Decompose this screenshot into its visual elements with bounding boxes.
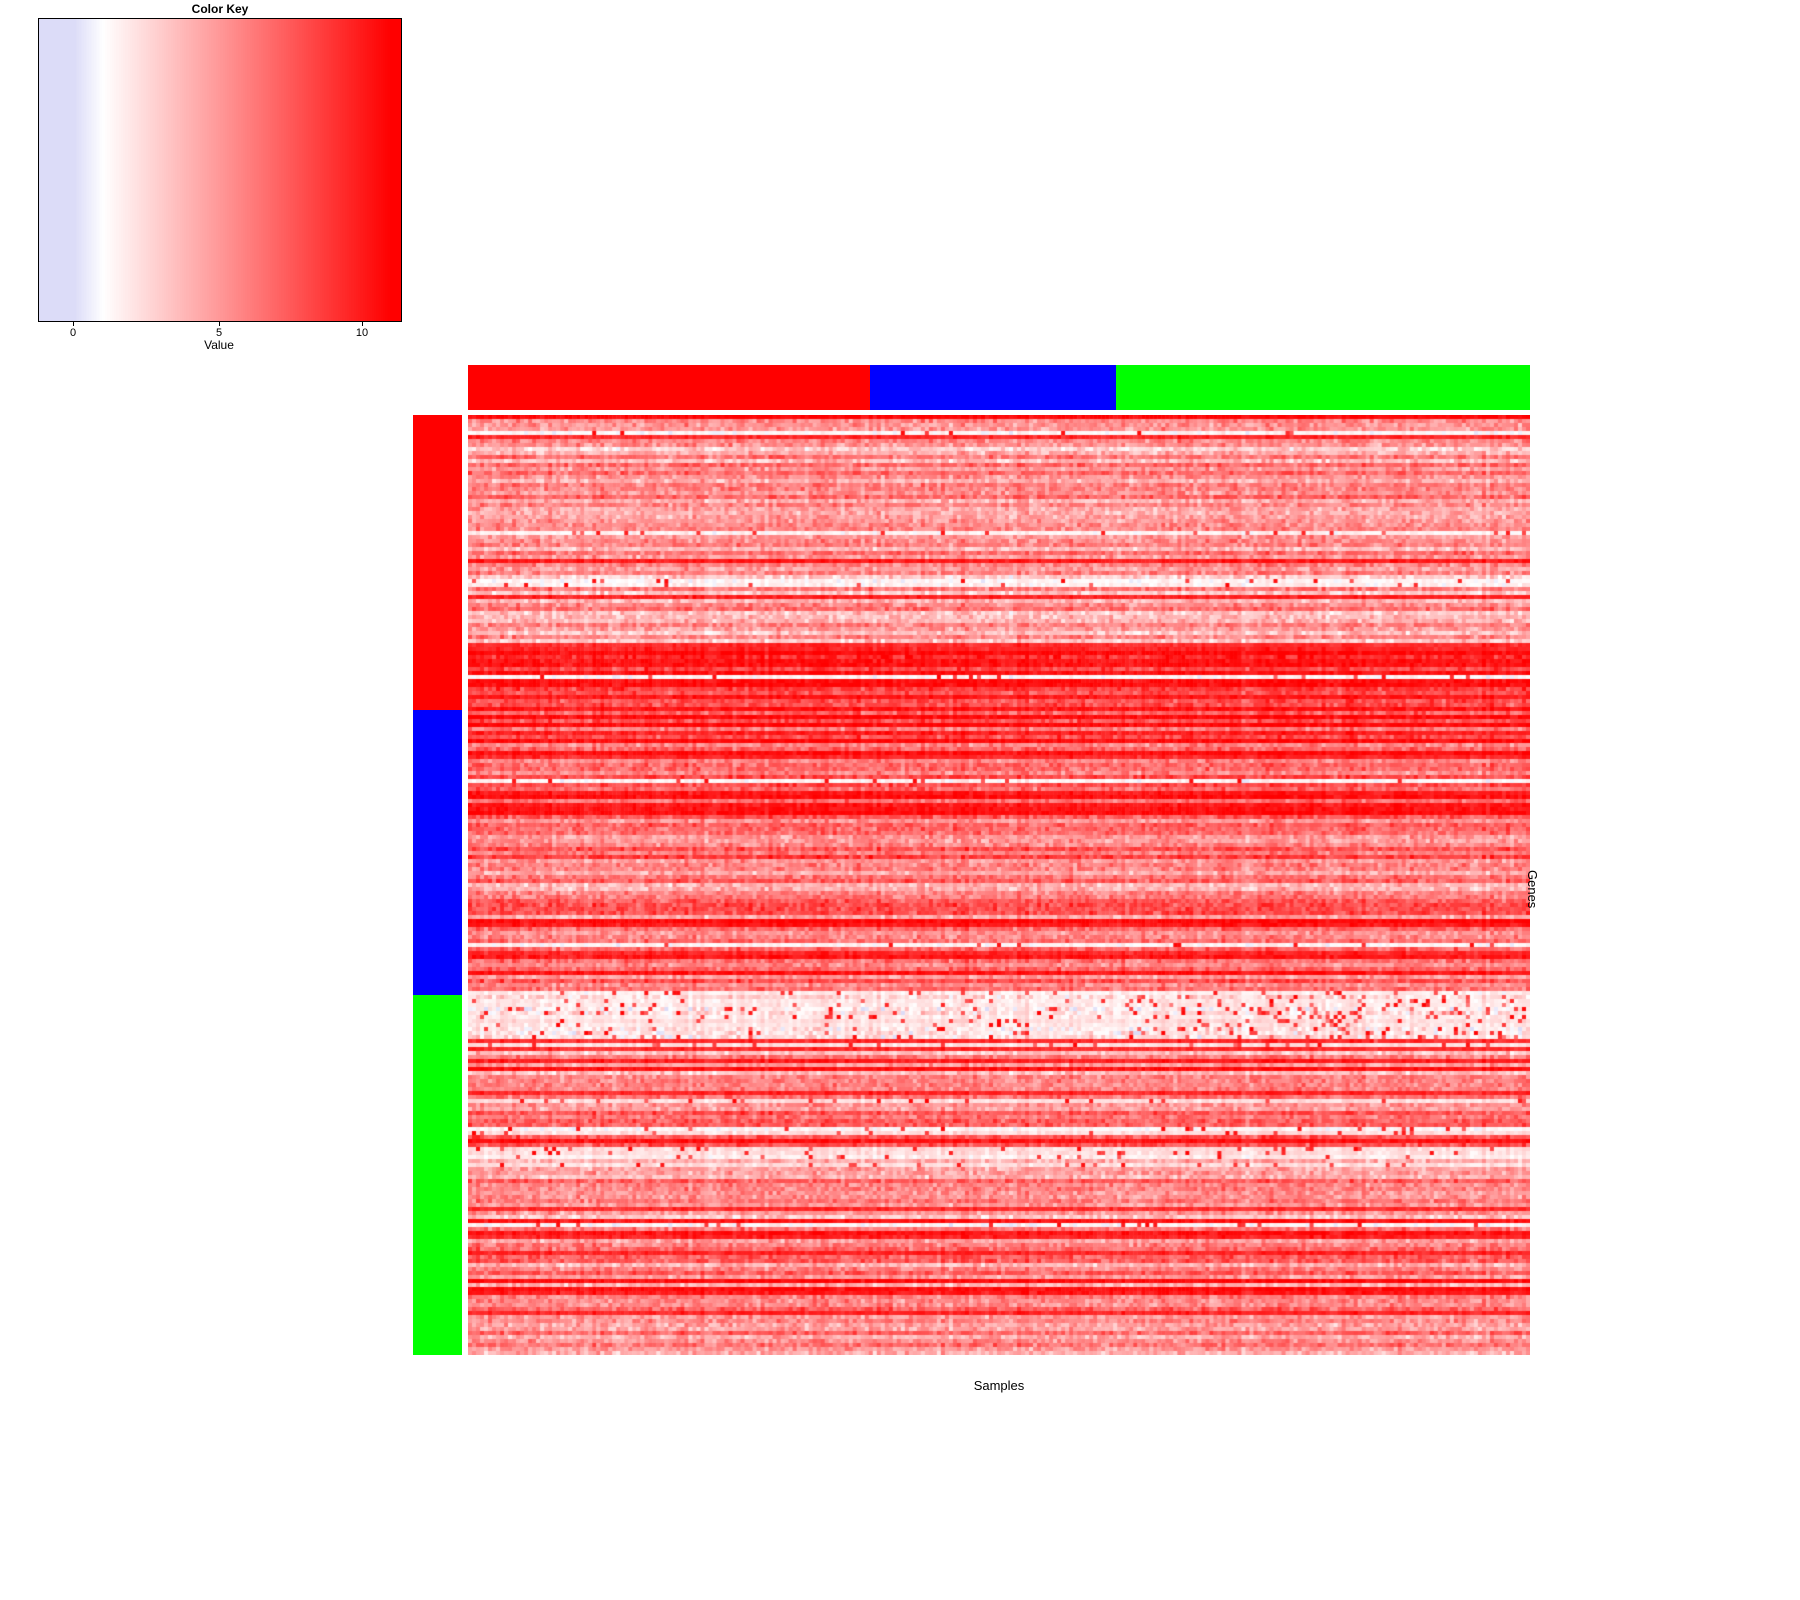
column-group-2	[870, 365, 1116, 410]
color-key-axis-label: Value	[204, 338, 234, 352]
color-key-tick-label: 0	[70, 327, 77, 339]
color-key-tick-mark	[73, 322, 75, 326]
row-groups-bar	[413, 415, 462, 1355]
color-key-gradient-canvas	[39, 19, 401, 321]
color-key-tick-mark	[219, 322, 220, 326]
y-axis-label: Genes	[1525, 870, 1540, 909]
color-key: Color Key 0 5 10 Value	[38, 2, 402, 352]
color-key-title: Color Key	[191, 2, 249, 16]
color-key-tick-label: 10	[355, 327, 369, 339]
x-axis-label: Samples	[973, 1378, 1025, 1393]
column-groups-bar	[468, 365, 1530, 410]
color-key-tick-mark	[361, 322, 363, 326]
color-key-axis: 0 5 10	[38, 322, 400, 340]
column-group-3	[1115, 365, 1530, 410]
color-key-gradient-box	[38, 18, 402, 322]
color-key-tick-label: 5	[215, 327, 223, 339]
row-group-3	[413, 994, 462, 1355]
heatmap-canvas	[468, 415, 1530, 1355]
row-group-1	[413, 415, 462, 711]
column-group-1	[468, 365, 871, 410]
row-group-2	[413, 710, 462, 995]
